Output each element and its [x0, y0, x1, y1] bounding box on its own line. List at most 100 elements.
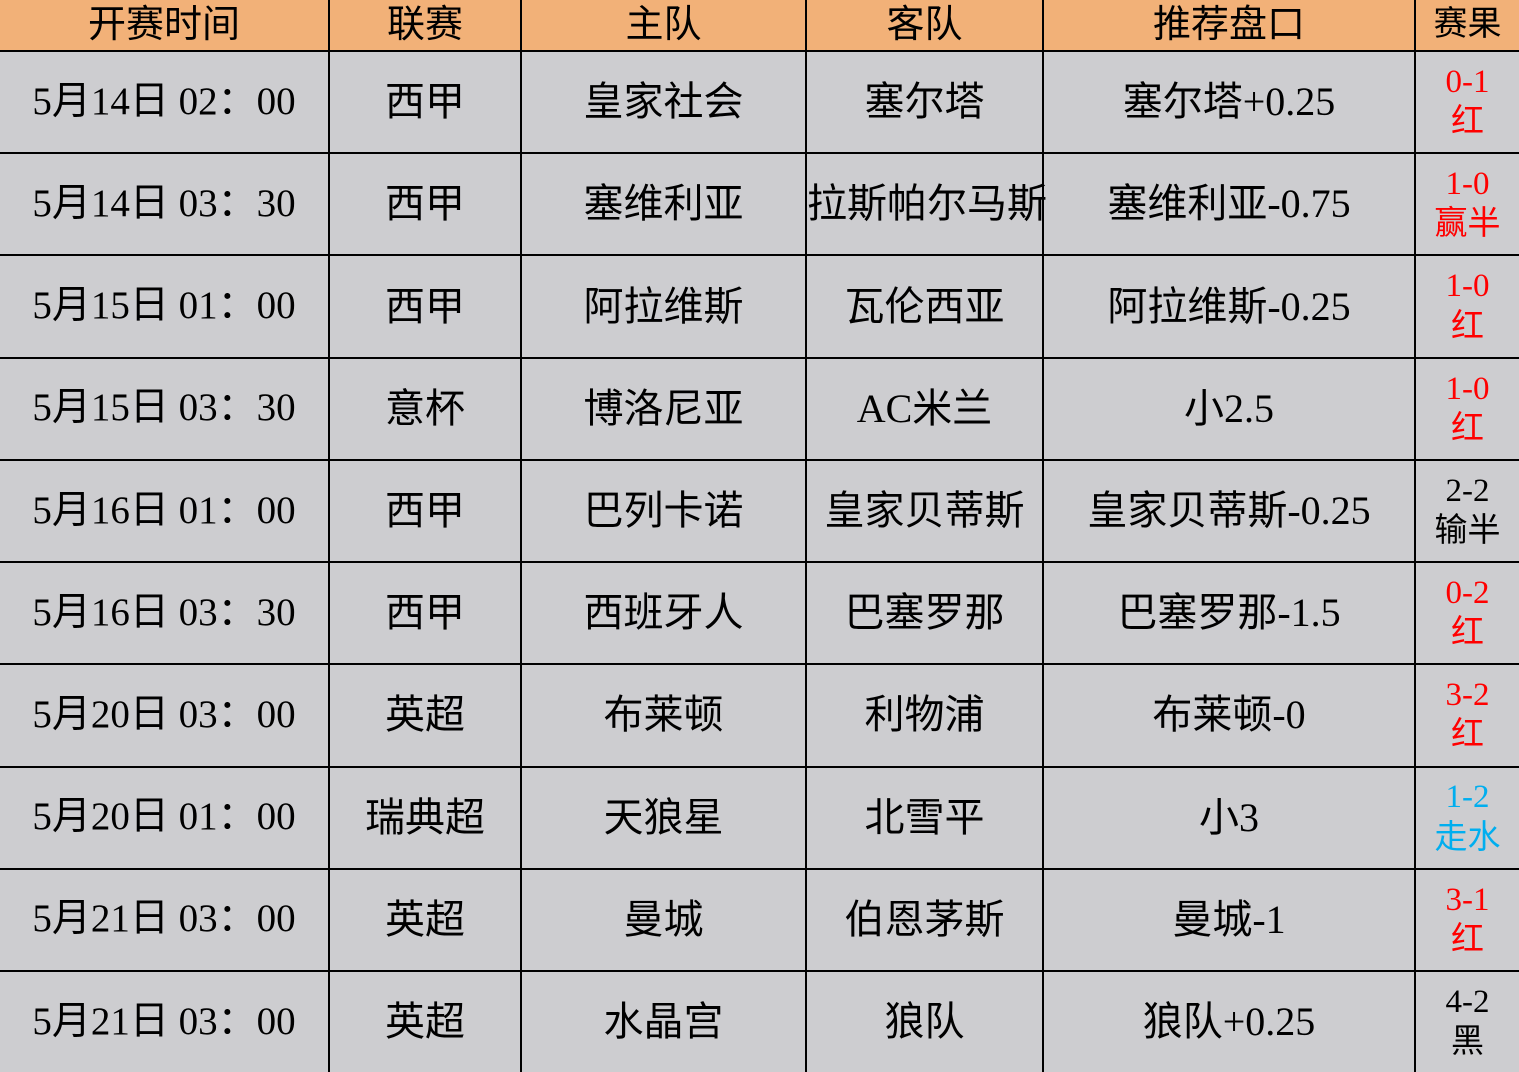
- cell-recommended-handicap: 阿拉维斯-0.25: [1042, 254, 1416, 359]
- cell-league: 意杯: [328, 356, 522, 461]
- result-verdict: 走水: [1434, 819, 1501, 856]
- cell-result: 4-2 黑: [1414, 969, 1519, 1072]
- result-score: 3-1: [1445, 881, 1490, 918]
- cell-league-text: 英超: [385, 896, 465, 942]
- cell-home-team: 塞维利亚: [520, 152, 807, 257]
- cell-away-team-text: 拉斯帕尔马斯: [807, 181, 1047, 227]
- cell-result: 0-2 红: [1414, 561, 1519, 666]
- cell-recommended-handicap: 狼队+0.25: [1042, 969, 1416, 1072]
- cell-kickoff-time-text: 5月21日 03：00: [32, 897, 296, 941]
- cell-kickoff-time: 5月20日 01：00: [0, 765, 330, 870]
- table-row: 5月16日 01：00 西甲 巴列卡诺 皇家贝蒂斯 皇家贝蒂斯-0.25 2-2 输半: [0, 458, 1519, 564]
- result-verdict: 红: [1451, 921, 1484, 958]
- cell-home-team-text: 阿拉维斯: [583, 283, 744, 329]
- table-row: 5月16日 03：30 西甲 西班牙人 巴塞罗那 巴塞罗那-1.5 0-2 红: [0, 561, 1519, 666]
- cell-home-team-text: 博洛尼亚: [583, 385, 744, 431]
- column-header-league: 联赛: [328, 0, 522, 52]
- cell-home-team: 水晶宫: [520, 969, 807, 1072]
- cell-league: 英超: [328, 969, 522, 1072]
- cell-kickoff-time: 5月15日 01：00: [0, 254, 330, 359]
- cell-away-team: 塞尔塔: [805, 49, 1044, 155]
- cell-home-team-text: 天狼星: [603, 794, 724, 840]
- cell-away-team-text: 利物浦: [864, 692, 985, 738]
- cell-league-text: 西甲: [385, 487, 465, 533]
- cell-league: 英超: [328, 867, 522, 972]
- cell-away-team: 皇家贝蒂斯: [805, 458, 1044, 564]
- cell-kickoff-time-text: 5月16日 01：00: [32, 488, 296, 532]
- cell-kickoff-time-text: 5月20日 03：00: [32, 692, 296, 736]
- result-score: 2-2: [1445, 472, 1490, 509]
- result-score: 1-0: [1445, 166, 1490, 203]
- cell-result: 0-1 红: [1414, 49, 1519, 155]
- cell-league: 英超: [328, 663, 522, 768]
- cell-league-text: 西甲: [385, 79, 465, 125]
- cell-home-team-text: 皇家社会: [583, 79, 744, 125]
- cell-recommended-handicap: 曼城-1: [1042, 867, 1416, 972]
- cell-result: 3-2 红: [1414, 663, 1519, 768]
- result-verdict: 红: [1451, 615, 1484, 652]
- result-score: 3-2: [1445, 677, 1490, 714]
- table-row: 5月14日 02：00 西甲 皇家社会 塞尔塔 塞尔塔+0.25 0-1 红: [0, 49, 1519, 155]
- cell-away-team-text: AC米兰: [856, 385, 993, 431]
- cell-away-team: 巴塞罗那: [805, 561, 1044, 666]
- cell-recommended-handicap: 布莱顿-0: [1042, 663, 1416, 768]
- result-score: 1-2: [1445, 779, 1490, 816]
- result-verdict: 红: [1451, 104, 1484, 141]
- cell-recommended-handicap-text: 狼队+0.25: [1142, 998, 1316, 1044]
- cell-recommended-handicap-text: 皇家贝蒂斯-0.25: [1087, 487, 1371, 533]
- cell-away-team-text: 皇家贝蒂斯: [824, 487, 1025, 533]
- cell-league-text: 英超: [385, 692, 465, 738]
- cell-kickoff-time: 5月21日 03：00: [0, 969, 330, 1072]
- cell-away-team-text: 巴塞罗那: [844, 590, 1005, 636]
- cell-league-text: 英超: [385, 998, 465, 1044]
- column-header-time: 开赛时间: [0, 0, 330, 52]
- cell-kickoff-time-text: 5月14日 02：00: [32, 79, 296, 123]
- result-verdict: 黑: [1451, 1023, 1484, 1060]
- cell-kickoff-time: 5月14日 03：30: [0, 152, 330, 257]
- result-score: 4-2: [1445, 983, 1490, 1020]
- cell-away-team-text: 狼队: [884, 998, 965, 1044]
- cell-home-team: 布莱顿: [520, 663, 807, 768]
- cell-league: 瑞典超: [328, 765, 522, 870]
- cell-kickoff-time: 5月15日 03：30: [0, 356, 330, 461]
- cell-league: 西甲: [328, 49, 522, 155]
- cell-home-team: 西班牙人: [520, 561, 807, 666]
- cell-home-team-text: 水晶宫: [603, 998, 724, 1044]
- cell-kickoff-time-text: 5月16日 03：30: [32, 590, 296, 634]
- cell-league-text: 意杯: [385, 385, 465, 431]
- cell-kickoff-time: 5月20日 03：00: [0, 663, 330, 768]
- cell-away-team: 利物浦: [805, 663, 1044, 768]
- cell-recommended-handicap-text: 阿拉维斯-0.25: [1107, 283, 1351, 329]
- cell-kickoff-time: 5月16日 03：30: [0, 561, 330, 666]
- column-header-result: 赛果: [1414, 0, 1519, 52]
- cell-result: 1-0 赢半: [1414, 152, 1519, 257]
- column-header-pick: 推荐盘口: [1042, 0, 1416, 52]
- table-row: 5月20日 01：00 瑞典超 天狼星 北雪平 小3 1-2 走水: [0, 765, 1519, 870]
- cell-recommended-handicap-text: 曼城-1: [1172, 896, 1286, 942]
- cell-home-team: 阿拉维斯: [520, 254, 807, 359]
- cell-kickoff-time-text: 5月21日 03：00: [32, 999, 296, 1043]
- column-header-away: 客队: [805, 0, 1044, 52]
- table-row: 5月21日 03：00 英超 曼城 伯恩茅斯 曼城-1 3-1 红: [0, 867, 1519, 972]
- result-score: 0-2: [1445, 574, 1490, 611]
- cell-away-team: 拉斯帕尔马斯: [805, 152, 1047, 257]
- cell-away-team-text: 塞尔塔: [864, 79, 985, 125]
- result-verdict: 赢半: [1434, 206, 1501, 243]
- cell-league: 西甲: [328, 254, 522, 359]
- cell-away-team-text: 北雪平: [864, 794, 985, 840]
- cell-result: 3-1 红: [1414, 867, 1519, 972]
- cell-result: 1-0 红: [1414, 356, 1519, 461]
- cell-recommended-handicap: 塞维利亚-0.75: [1042, 152, 1416, 257]
- cell-home-team: 皇家社会: [520, 49, 807, 155]
- result-verdict: 红: [1451, 308, 1484, 345]
- cell-league: 西甲: [328, 561, 522, 666]
- cell-away-team-text: 伯恩茅斯: [844, 896, 1005, 942]
- cell-kickoff-time-text: 5月15日 01：00: [32, 284, 296, 328]
- cell-kickoff-time: 5月21日 03：00: [0, 867, 330, 972]
- cell-away-team: 伯恩茅斯: [805, 867, 1044, 972]
- cell-recommended-handicap: 小2.5: [1042, 356, 1416, 461]
- cell-away-team: AC米兰: [805, 356, 1044, 461]
- table-body: 5月14日 02：00 西甲 皇家社会 塞尔塔 塞尔塔+0.25 0-1 红 5月14日 03…: [0, 49, 1519, 1072]
- result-score: 1-0: [1445, 370, 1490, 407]
